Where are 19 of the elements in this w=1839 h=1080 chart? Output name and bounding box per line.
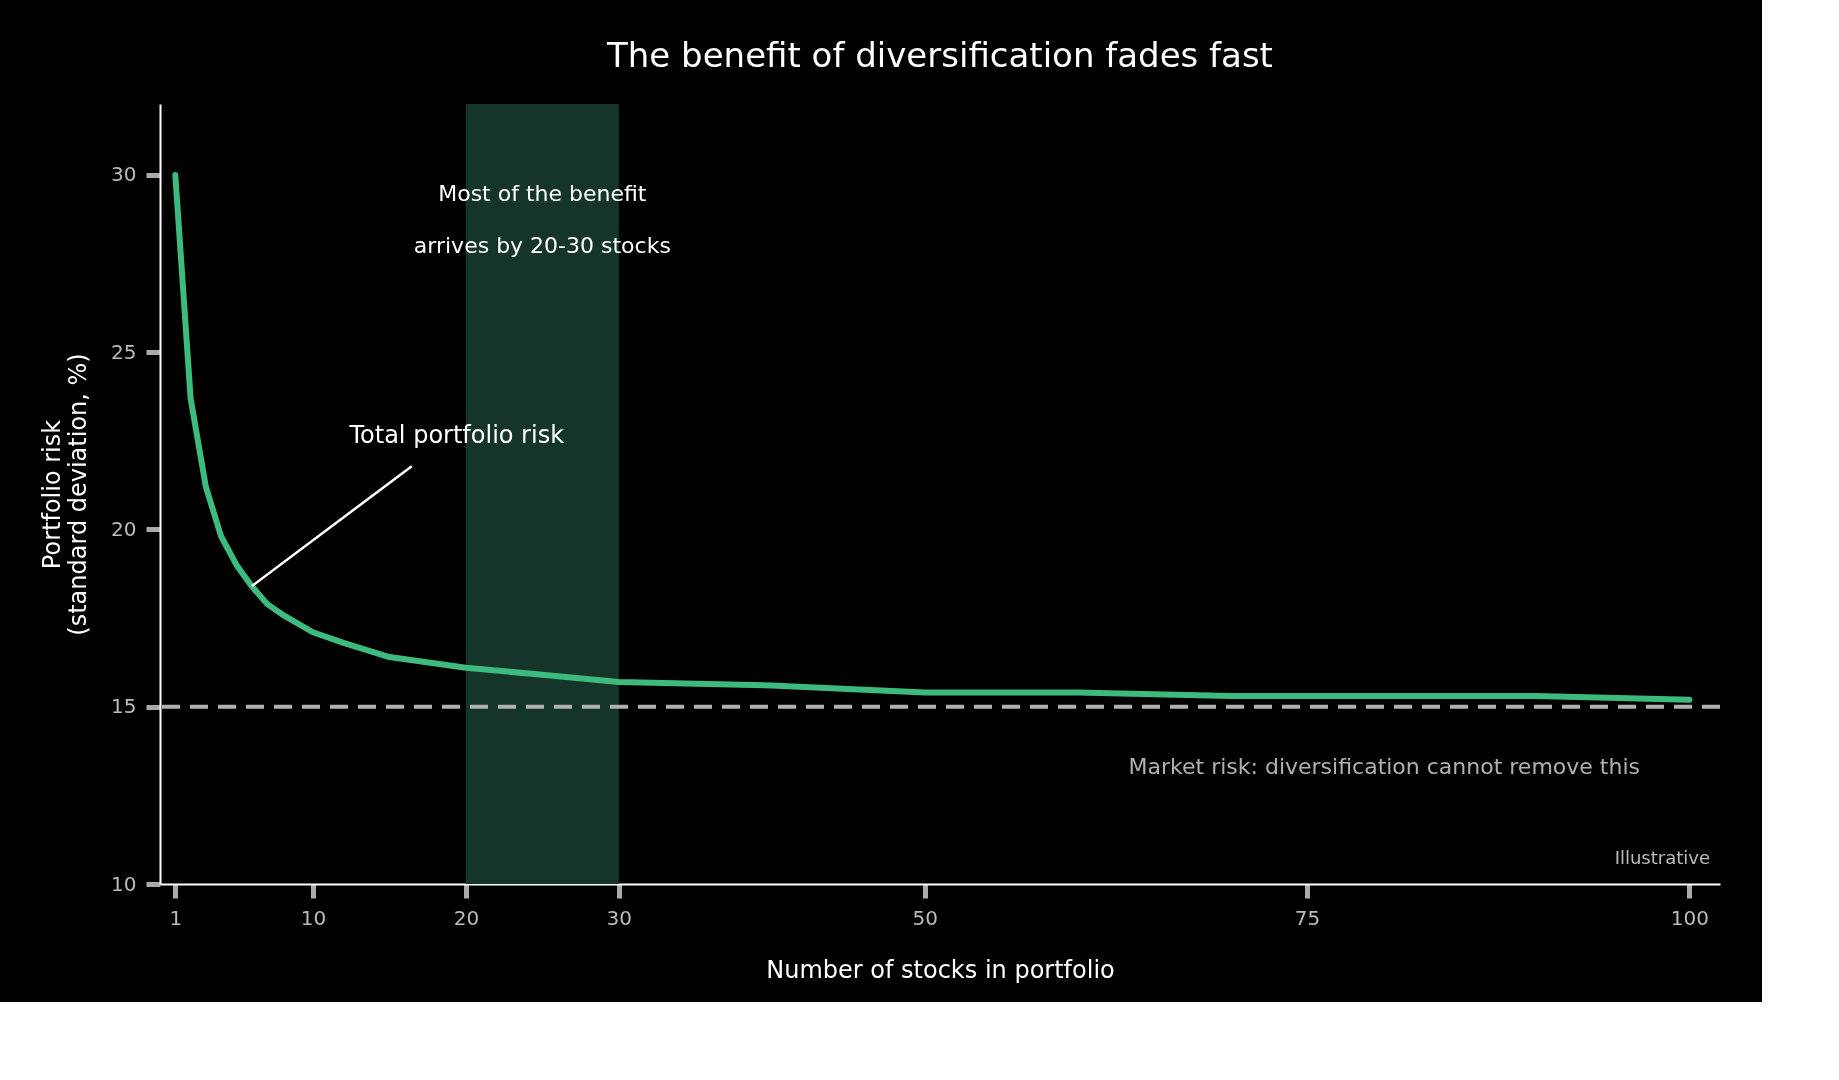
- y-tick-label: 20: [111, 516, 137, 541]
- y-tick-label: 10: [111, 871, 137, 896]
- x-axis-title: Number of stocks in portfolio: [766, 955, 1115, 984]
- x-tick-label: 1: [169, 905, 183, 930]
- x-tick-label: 30: [606, 905, 633, 930]
- x-tick-label: 20: [453, 905, 480, 930]
- annotation: Total portfolio risk: [348, 421, 565, 450]
- y-tick-label: 15: [111, 694, 137, 719]
- ref-line-label: Market risk: diversification cannot remove this: [1128, 753, 1640, 779]
- text: Most of the benefit arrives by 20-30 stocks: [413, 181, 671, 258]
- x-tick-label: 100: [1670, 905, 1710, 930]
- annotation: Illustrative: [1614, 847, 1710, 868]
- x-tick-label: 75: [1294, 905, 1321, 930]
- y-tick-label: 30: [111, 162, 137, 187]
- chart-title: The benefit of diversification fades fast: [606, 35, 1273, 75]
- x-tick-label: 10: [300, 905, 327, 930]
- y-tick-label: 25: [111, 339, 137, 364]
- x-tick-label: 50: [912, 905, 938, 930]
- y-axis-title: Portfolio risk (standard deviation, %): [38, 353, 93, 636]
